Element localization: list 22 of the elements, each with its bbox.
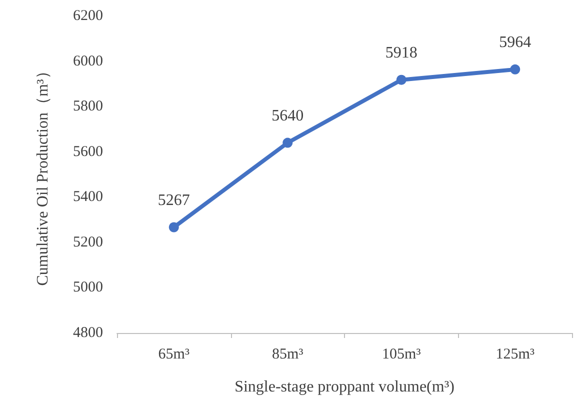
data-label: 5918 (385, 44, 418, 62)
data-label: 5964 (499, 34, 532, 51)
y-tick-label: 5800 (73, 98, 103, 115)
y-tick-label: 6200 (73, 8, 103, 24)
point (168, 222, 179, 232)
x-tick-label: 105m³ (382, 346, 422, 362)
data-label: 5640 (272, 107, 304, 124)
x-tick-label: 65m³ (158, 346, 190, 362)
point (282, 138, 293, 148)
x-tick-label: 125m³ (496, 346, 535, 362)
y-tick-label: 5000 (73, 280, 103, 296)
y-tick-label: 5600 (73, 144, 103, 160)
y-tick-label: 5200 (73, 234, 103, 250)
y-tick-label: 4800 (73, 325, 103, 341)
point (396, 74, 406, 85)
y-tick-label: 6000 (73, 53, 103, 70)
y-tick-label: 5400 (73, 189, 103, 206)
x-tick-label: 85m³ (272, 346, 304, 362)
x-axis-title: Single-stage proppant volume(m³) (234, 378, 454, 396)
data-label: 5267 (158, 192, 190, 209)
y-axis-title: Cumulative Oil Production（m³） (34, 63, 52, 286)
point (510, 64, 520, 74)
